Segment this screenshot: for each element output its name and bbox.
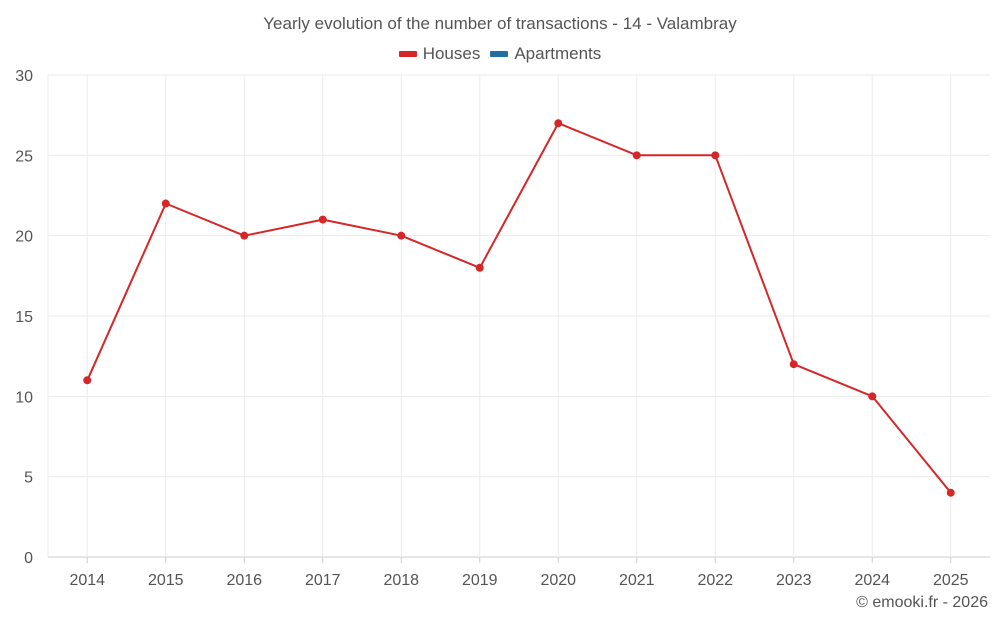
data-point-houses[interactable]: [397, 231, 406, 240]
y-tick-label: 0: [24, 550, 33, 567]
data-point-houses[interactable]: [161, 199, 170, 208]
x-tick-label: 2022: [697, 572, 733, 589]
credit-text: © emooki.fr - 2026: [856, 594, 988, 611]
x-tick-label: 2021: [619, 572, 655, 589]
x-tick-label: 2024: [854, 572, 890, 589]
legend-swatch-houses: [398, 51, 417, 57]
legend-item-apartments[interactable]: Apartments: [490, 44, 601, 64]
x-tick-label: 2019: [462, 572, 498, 589]
legend-swatch-apartments: [490, 51, 509, 57]
chart-title: Yearly evolution of the number of transa…: [263, 14, 737, 33]
x-tick-label: 2018: [383, 572, 419, 589]
y-tick-label: 10: [15, 389, 33, 406]
data-point-houses[interactable]: [240, 231, 249, 240]
legend: Houses Apartments: [0, 44, 1000, 64]
x-tick-label: 2020: [540, 572, 576, 589]
y-tick-label: 25: [15, 148, 33, 165]
series-line-houses: [86, 122, 952, 494]
data-point-houses[interactable]: [789, 360, 798, 369]
legend-item-houses[interactable]: Houses: [398, 44, 481, 64]
data-point-houses[interactable]: [632, 151, 641, 160]
data-point-houses[interactable]: [868, 392, 877, 401]
x-tick-label: 2025: [933, 572, 969, 589]
x-tick-label: 2017: [305, 572, 341, 589]
x-tick-label: 2015: [148, 572, 184, 589]
legend-label-houses: Houses: [422, 44, 481, 63]
legend-label-apartments: Apartments: [514, 44, 602, 63]
y-tick-label: 30: [15, 68, 33, 85]
data-point-houses[interactable]: [946, 488, 955, 497]
y-tick-label: 20: [15, 229, 33, 246]
data-point-houses[interactable]: [554, 119, 563, 128]
y-tick-label: 5: [24, 470, 33, 487]
x-tick-label: 2014: [69, 572, 105, 589]
data-point-houses[interactable]: [83, 376, 92, 385]
data-point-houses[interactable]: [475, 263, 484, 272]
x-tick-label: 2016: [226, 572, 262, 589]
data-point-houses[interactable]: [711, 151, 720, 160]
data-point-houses[interactable]: [318, 215, 327, 224]
y-tick-label: 15: [15, 309, 33, 326]
x-tick-label: 2023: [776, 572, 812, 589]
